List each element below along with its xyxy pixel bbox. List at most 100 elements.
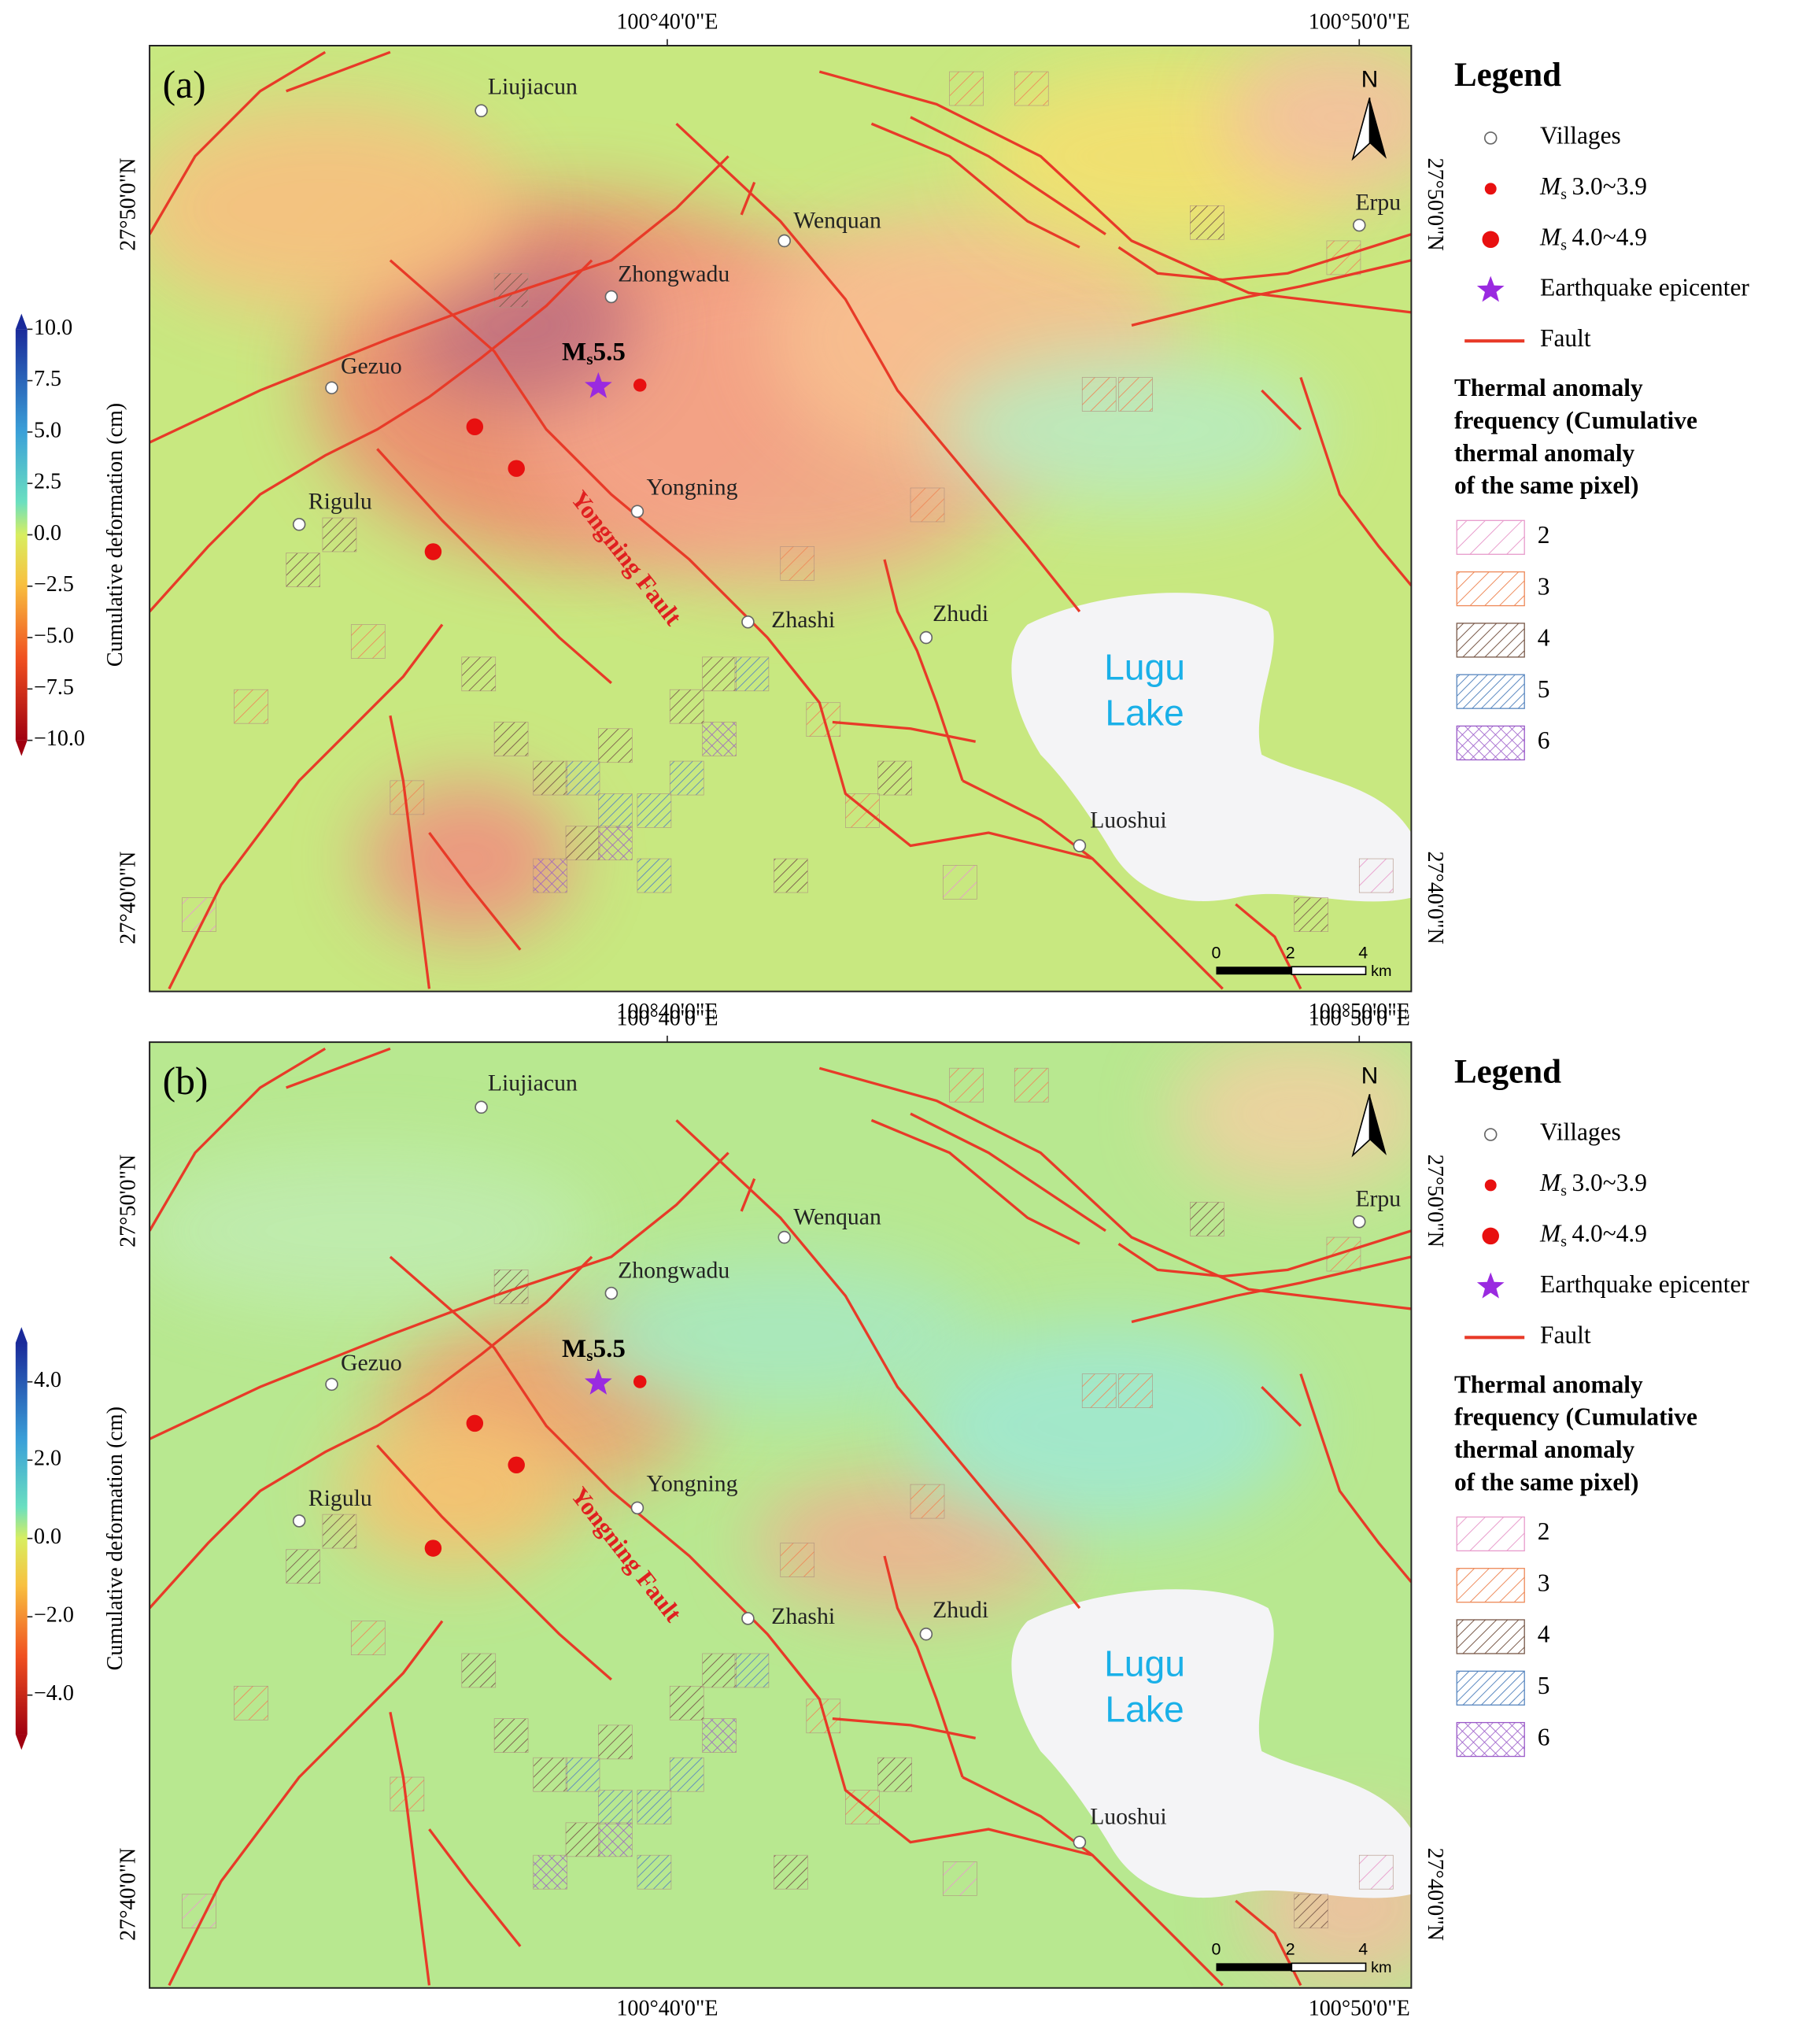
legend-text: 3.0~3.9: [1572, 172, 1647, 200]
fault: [168, 1620, 444, 1987]
scale-label: 4: [1358, 943, 1368, 962]
colorbar: [15, 329, 28, 741]
legend-subscript: s: [1560, 236, 1567, 253]
legend-class-label: 2: [1538, 1517, 1550, 1545]
village: [325, 1377, 338, 1392]
scale-bar: [1291, 966, 1367, 975]
thermal-cell: [702, 722, 737, 756]
scale-bar: [1216, 1963, 1292, 1972]
village: [741, 615, 755, 629]
colorbar-tick-label: −2.0: [34, 1603, 74, 1628]
legend-swatch: [1456, 1568, 1525, 1603]
scale-label: 2: [1286, 943, 1295, 962]
fault: [832, 720, 976, 743]
thermal-cell: [234, 689, 268, 724]
thermal-cell: [1081, 1373, 1117, 1408]
thermal-cell: [598, 793, 633, 828]
legend-label: Ms 3.0~3.9: [1539, 172, 1647, 203]
fault: [428, 1828, 522, 1947]
thermal-cell: [533, 1757, 567, 1792]
fault: [428, 832, 522, 951]
village-label: Liujiacun: [488, 1070, 578, 1096]
village: [604, 1286, 619, 1300]
legend-subtitle: frequency (Cumulative: [1454, 407, 1697, 434]
fault: [1261, 1385, 1302, 1427]
thermal-cell: [877, 1757, 913, 1792]
legend-subtitle: of the same pixel): [1454, 1468, 1639, 1495]
latitude-label: 27°50'0"N: [1423, 1155, 1447, 1247]
legend-subtitle: thermal anomaly: [1454, 1436, 1635, 1463]
event-small: [633, 1375, 647, 1388]
village-label: Gezuo: [341, 1350, 402, 1376]
colorbar-tick-label: 2.0: [34, 1447, 61, 1471]
legend-subtitle: Thermal anomaly: [1454, 1370, 1643, 1398]
village: [604, 290, 619, 304]
village-label: Wenquan: [793, 208, 881, 234]
colorbar-tick-label: −7.5: [34, 675, 74, 700]
legend-swatch: [1456, 1619, 1525, 1654]
legend-event-large: [1482, 231, 1499, 249]
village: [741, 1612, 755, 1625]
deformation-area: [1222, 45, 1412, 196]
village-label: Zhudi: [933, 1597, 988, 1623]
legend-subtitle: of the same pixel): [1454, 471, 1639, 499]
longitude-label: 100°50'0"E: [1309, 1996, 1410, 2020]
fault: [150, 1255, 593, 1610]
thermal-cell: [910, 487, 945, 523]
thermal-cell: [943, 1861, 977, 1896]
fault: [818, 70, 1412, 314]
thermal-cell: [669, 760, 704, 796]
scale-label: 4: [1358, 1940, 1368, 1959]
thermal-cell: [598, 1724, 633, 1760]
lake-label: Lugu: [1104, 647, 1185, 688]
thermal-cell: [910, 1484, 945, 1519]
thermal-cell: [1014, 71, 1049, 106]
thermal-cell: [774, 858, 808, 893]
thermal-cell: [1118, 377, 1153, 412]
colorbar-tick-label: −10.0: [34, 726, 85, 751]
thermal-cell: [1014, 1067, 1049, 1103]
legend-subscript: s: [1560, 1182, 1567, 1199]
legend-subscript: s: [1560, 1233, 1567, 1250]
epicenter-label: Ms5.5: [562, 338, 626, 368]
thermal-cell: [533, 760, 567, 796]
lake: [1011, 593, 1412, 902]
colorbar-end: [15, 1327, 28, 1343]
legend-text: 3.0~3.9: [1572, 1169, 1647, 1196]
thermal-cell: [637, 1854, 672, 1890]
colorbar-end: [15, 740, 28, 756]
scale-bar: [1291, 1962, 1367, 1972]
thermal-cell: [533, 858, 567, 893]
scale-label: 2: [1286, 1940, 1295, 1959]
fault: [910, 116, 1106, 236]
legend-text: Earthquake epicenter: [1540, 1270, 1749, 1298]
legend-text: Fault: [1540, 324, 1591, 352]
legend-symbol: M: [1539, 223, 1562, 250]
village-label: Liujiacun: [488, 73, 578, 99]
fault: [818, 1066, 1412, 1310]
colorbar-tick-label: −2.5: [34, 572, 74, 597]
legend-label: Villages: [1540, 122, 1621, 150]
thermal-cell: [182, 1894, 216, 1929]
legend-swatch: [1456, 623, 1525, 658]
legend-subtitle: frequency (Cumulative: [1454, 1403, 1697, 1431]
fault: [376, 1444, 612, 1681]
village-label: Gezuo: [341, 353, 402, 379]
fault: [1131, 259, 1412, 327]
legend-label: Villages: [1540, 1118, 1621, 1146]
thermal-cell: [702, 656, 737, 692]
village: [475, 1100, 488, 1114]
thermal-cell: [949, 1067, 984, 1103]
thermal-cell: [565, 760, 600, 796]
thermal-cell: [350, 1621, 386, 1655]
village: [1353, 218, 1366, 232]
map-content: [150, 1042, 1412, 1988]
panel-label: (a): [163, 63, 206, 106]
thermal-cell: [1190, 205, 1224, 240]
legend-label: Fault: [1540, 324, 1591, 352]
deformation-area: [1170, 1042, 1412, 1192]
legend-label: Ms 3.0~3.9: [1539, 1169, 1647, 1199]
legend-class-label: 2: [1538, 521, 1550, 549]
scale-label: 0: [1211, 1940, 1221, 1959]
